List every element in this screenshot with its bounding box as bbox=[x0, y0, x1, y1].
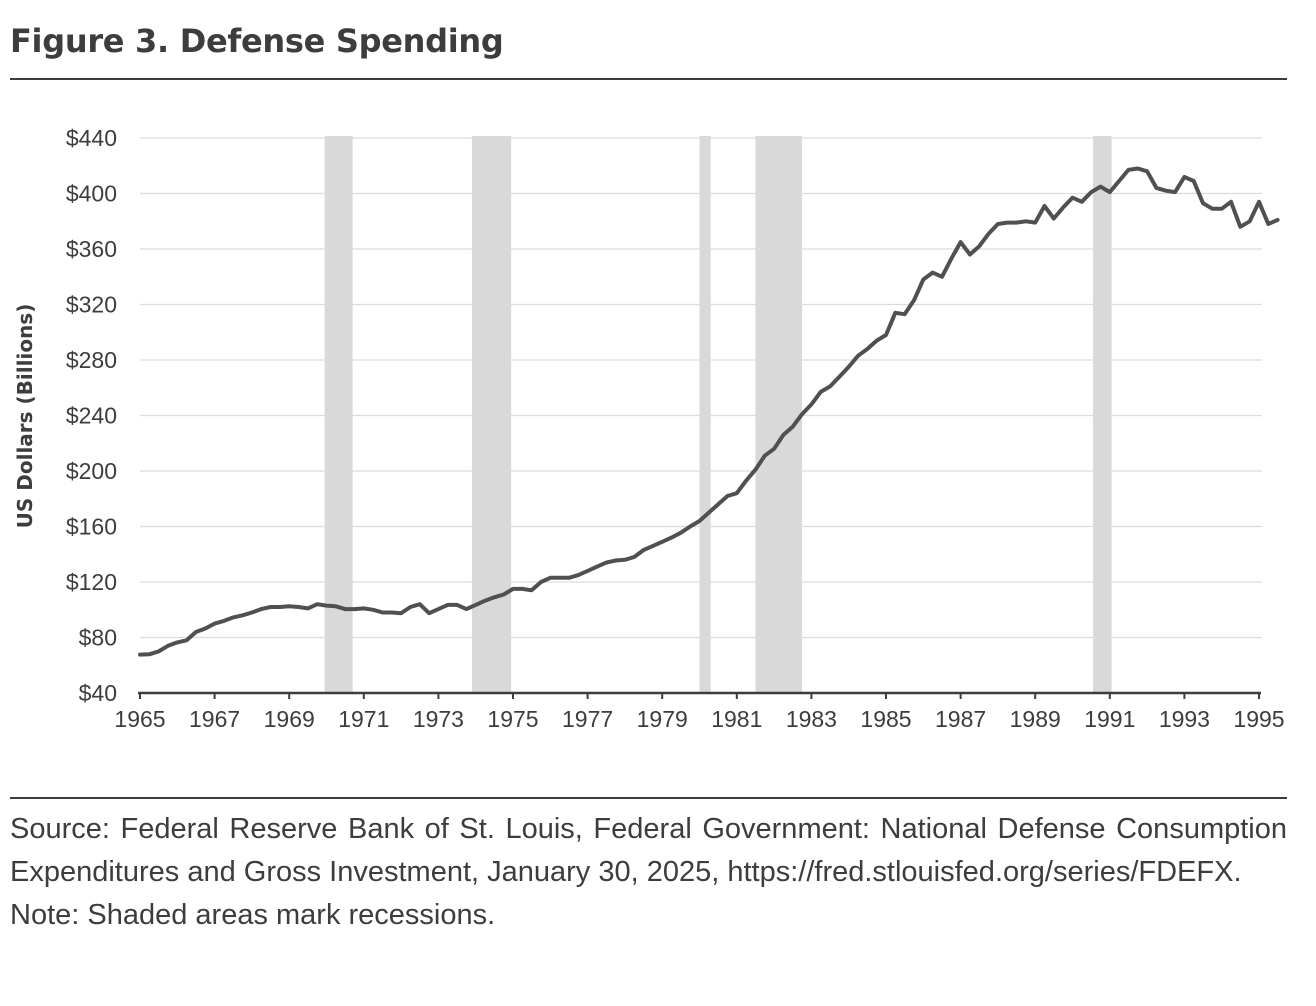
x-tick-label: 1995 bbox=[1233, 706, 1284, 732]
y-axis-ticks: $40 $80 $120 $160 $200 $240 $280 $320 $360 $400 $4… bbox=[66, 125, 117, 706]
y-tick-label: $80 bbox=[79, 625, 117, 651]
y-tick-label: $320 bbox=[66, 292, 117, 318]
x-tick-label: 1985 bbox=[860, 706, 911, 732]
y-tick-label: $360 bbox=[66, 236, 117, 262]
x-tick-label: 1977 bbox=[562, 706, 613, 732]
y-tick-label: $240 bbox=[66, 403, 117, 429]
recession-band bbox=[324, 136, 353, 693]
x-tick-label: 1983 bbox=[786, 706, 837, 732]
x-tick-label: 1969 bbox=[264, 706, 315, 732]
footer-rule bbox=[10, 797, 1287, 799]
x-axis-ticks: 1965 1967 1969 1971 1973 1975 1977 1979 1981 1983… bbox=[114, 693, 1285, 732]
y-tick-label: $200 bbox=[66, 458, 117, 484]
line-chart: $40 $80 $120 $160 $200 $240 $280 $320 $360 $400 $4… bbox=[13, 125, 1285, 732]
x-tick-label: 1987 bbox=[935, 706, 986, 732]
y-tick-label: $440 bbox=[66, 125, 117, 151]
x-tick-label: 1971 bbox=[338, 706, 389, 732]
x-tick-label: 1967 bbox=[189, 706, 240, 732]
x-tick-label: 1991 bbox=[1084, 706, 1135, 732]
figure-title: Figure 3. Defense Spending bbox=[10, 22, 504, 60]
recession-band bbox=[755, 136, 803, 693]
x-tick-label: 1993 bbox=[1159, 706, 1210, 732]
y-axis-label: US Dollars (Billions) bbox=[13, 304, 37, 529]
note-text: Note: Shaded areas mark recessions. bbox=[10, 899, 496, 931]
recession-band bbox=[699, 136, 711, 693]
title-rule bbox=[10, 78, 1287, 80]
recession-band bbox=[471, 136, 512, 693]
figure-footer: Source: Federal Reserve Bank of St. Loui… bbox=[10, 808, 1287, 937]
y-tick-label: $160 bbox=[66, 514, 117, 540]
x-tick-label: 1979 bbox=[637, 706, 688, 732]
y-tick-label: $280 bbox=[66, 347, 117, 373]
x-tick-label: 1965 bbox=[114, 706, 165, 732]
y-tick-label: $40 bbox=[79, 680, 117, 706]
x-tick-label: 1981 bbox=[711, 706, 762, 732]
series-line bbox=[138, 166, 1280, 657]
source-text: Source: Federal Reserve Bank of St. Loui… bbox=[10, 813, 1287, 888]
x-tick-label: 1989 bbox=[1010, 706, 1061, 732]
recession-bands bbox=[324, 136, 1112, 693]
gridlines bbox=[140, 137, 1262, 639]
x-tick-label: 1973 bbox=[413, 706, 464, 732]
x-tick-label: 1975 bbox=[487, 706, 538, 732]
recession-band bbox=[1093, 136, 1112, 693]
y-tick-label: $400 bbox=[66, 181, 117, 207]
y-tick-label: $120 bbox=[66, 569, 117, 595]
